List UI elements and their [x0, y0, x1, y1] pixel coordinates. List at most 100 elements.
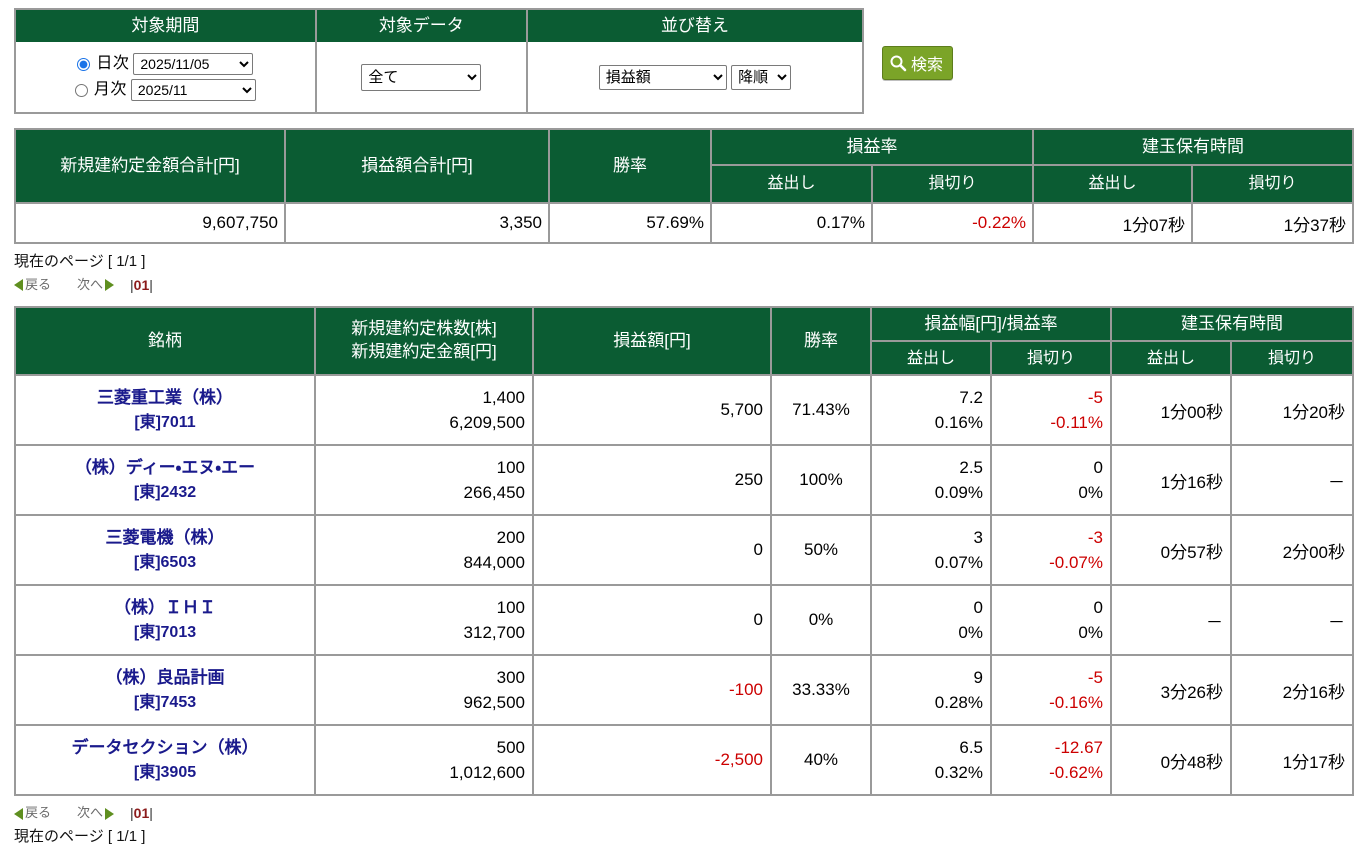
summary-value-hold-profit: 1分07秒 — [1034, 204, 1193, 242]
cell-pl-loss: 0 0% — [992, 586, 1112, 657]
radio-daily[interactable] — [77, 57, 91, 71]
cell-hold-loss: 1分20秒 — [1232, 376, 1352, 447]
value-shares: 100 — [496, 457, 525, 477]
value-profit-rate: 0.16% — [934, 413, 983, 433]
select-monthly-date[interactable]: 2025/11 — [130, 79, 256, 101]
cell-stock: データセクション（株） [東]3905 — [16, 726, 316, 795]
detail-header-pl-width-group: 損益幅[円]/損益率 — [872, 308, 1112, 343]
value-shares: 300 — [496, 667, 525, 687]
cell-shares-amount: 100 312,700 — [316, 586, 534, 657]
stock-code-link[interactable]: [東]7453 — [133, 694, 197, 712]
value-amount: 844,000 — [463, 553, 525, 573]
value-amount: 1,012,600 — [449, 763, 525, 783]
value-shares: 100 — [496, 597, 525, 617]
cell-hold-loss: 2分16秒 — [1232, 656, 1352, 727]
cell-pl-amount: -100 — [534, 656, 772, 727]
cell-pl-amount: 0 — [534, 586, 772, 657]
value-profit-width: 3 — [973, 527, 983, 547]
stock-name-link[interactable]: データセクション（株） — [71, 738, 259, 758]
cell-pl-profit: 2.5 0.09% — [872, 446, 992, 517]
stock-code-link[interactable]: [東]2432 — [133, 484, 197, 502]
summary-header-total-amount: 新規建約定金額合計[円] — [16, 130, 286, 204]
summary-value-total-pl: 3,350 — [286, 204, 550, 242]
summary-value-pl-rate-loss: -0.22% — [873, 204, 1034, 242]
value-amount: 266,450 — [463, 483, 525, 503]
cell-stock: （株）ディー・エヌ・エー [東]2432 — [16, 446, 316, 517]
stock-code-link[interactable]: [東]6503 — [133, 554, 197, 572]
detail-header-pl-profit: 益出し — [872, 342, 992, 377]
summary-header-total-pl: 損益額合計[円] — [286, 130, 550, 204]
search-body-row: 日次 2025/11/05 月次 2025/11 全て — [16, 42, 862, 112]
cell-pl-profit: 6.5 0.32% — [872, 726, 992, 795]
stock-code-link[interactable]: [東]7011 — [134, 414, 196, 432]
detail-header-shares-line2: 新規建約定金額[円] — [351, 342, 497, 362]
radio-monthly[interactable] — [74, 83, 88, 97]
stock-code-link[interactable]: [東]3905 — [133, 764, 197, 782]
detail-header-win-rate: 勝率 — [772, 308, 872, 377]
pager-top-next[interactable]: 次へ — [77, 276, 104, 292]
summary-value-hold-loss: 1分37秒 — [1193, 204, 1352, 242]
value-loss-width: -5 — [1087, 387, 1103, 407]
cell-pl-profit: 0 0% — [872, 586, 992, 657]
stock-name-link[interactable]: （株）良品計画 — [105, 668, 225, 688]
stock-name-link[interactable]: （株）ＩＨＩ — [114, 598, 216, 618]
cell-pl-loss: 0 0% — [992, 446, 1112, 517]
cell-pl-profit: 9 0.28% — [872, 656, 992, 727]
cell-shares-amount: 300 962,500 — [316, 656, 534, 727]
select-sort-direction[interactable]: 降順 — [731, 64, 792, 90]
cell-stock: 三菱電機（株） [東]6503 — [16, 516, 316, 587]
pager-bottom-page-01[interactable]: 01 — [133, 805, 150, 822]
prev-triangle-icon[interactable] — [14, 279, 23, 292]
pager-bottom-next[interactable]: 次へ — [77, 805, 104, 821]
stock-code-link[interactable]: [東]7013 — [133, 624, 197, 642]
summary-value-win-rate: 57.69% — [550, 204, 712, 242]
pager-top-prev[interactable]: 戻る — [25, 276, 52, 292]
stock-name-link[interactable]: （株）ディー・エヌ・エー — [74, 458, 256, 478]
cell-pl-amount: 0 — [534, 516, 772, 587]
cell-stock: 三菱重工業（株） [東]7011 — [16, 376, 316, 447]
period-monthly-row[interactable]: 月次 2025/11 — [16, 77, 315, 103]
cell-pl-amount: 250 — [534, 446, 772, 517]
table-row: （株）ＩＨＩ [東]7013 100 312,700 0 0% 0 0% 0 0% －－ — [16, 586, 1352, 657]
cell-pl-profit: 3 0.07% — [872, 516, 992, 587]
detail-header-hold-loss: 損切り — [1232, 342, 1352, 377]
summary-header-row-2: 益出し 損切り 益出し 損切り — [16, 166, 1352, 204]
cell-shares-amount: 200 844,000 — [316, 516, 534, 587]
next-triangle-icon[interactable] — [105, 279, 115, 292]
label-monthly: 月次 — [93, 80, 127, 98]
value-loss-rate: -0.07% — [1049, 553, 1103, 573]
value-loss-rate: 0% — [1078, 623, 1103, 643]
stock-name-link[interactable]: 三菱電機（株） — [105, 528, 225, 548]
cell-hold-loss: 2分00秒 — [1232, 516, 1352, 587]
value-amount: 6,209,500 — [449, 413, 525, 433]
pager-top-current-page: 現在のページ [ 1/1 ] — [14, 253, 146, 270]
cell-hold-profit: － — [1112, 586, 1232, 657]
period-daily-row[interactable]: 日次 2025/11/05 — [16, 51, 315, 77]
header-sort: 並び替え — [527, 10, 862, 42]
summary-header-pl-rate-profit: 益出し — [712, 166, 873, 204]
pager-top-nav: 戻る 次へ |01| — [14, 274, 1361, 296]
pager-bottom-prev[interactable]: 戻る — [25, 805, 52, 821]
detail-table-body: 三菱重工業（株） [東]7011 1,400 6,209,500 5,700 71.43%… — [16, 376, 1352, 795]
prev-triangle-icon[interactable] — [14, 807, 23, 820]
select-target-data[interactable]: 全て — [361, 63, 482, 91]
cell-pl-loss: -3 -0.07% — [992, 516, 1112, 587]
detail-section: 銘柄 新規建約定株数[株] 新規建約定金額[円] 損益額[円] 勝率 損益幅[円… — [14, 306, 1361, 797]
table-row: 三菱電機（株） [東]6503 200 844,000 0 50% 3 0.07% -3 -0.0… — [16, 516, 1352, 587]
value-profit-rate: 0.32% — [934, 763, 983, 783]
cell-hold-profit: 1分16秒 — [1112, 446, 1232, 517]
value-loss-rate: 0% — [1078, 483, 1103, 503]
stock-name-link[interactable]: 三菱重工業（株） — [97, 388, 233, 408]
label-daily: 日次 — [96, 54, 130, 72]
value-loss-width: -3 — [1087, 527, 1103, 547]
detail-header-shares: 新規建約定株数[株] 新規建約定金額[円] — [316, 308, 534, 377]
pager-top-page-01[interactable]: 01 — [133, 277, 150, 293]
value-profit-width: 0 — [973, 597, 983, 617]
search-header-row: 対象期間 対象データ 並び替え — [16, 10, 862, 42]
search-button[interactable]: 検索 — [882, 46, 954, 80]
select-daily-date[interactable]: 2025/11/05 — [133, 53, 254, 75]
detail-table: 銘柄 新規建約定株数[株] 新規建約定金額[円] 損益額[円] 勝率 損益幅[円… — [14, 306, 1354, 797]
next-triangle-icon[interactable] — [105, 807, 115, 820]
sort-select-cell: 損益額 降順 — [527, 42, 862, 112]
select-sort-key[interactable]: 損益額 — [598, 64, 727, 90]
